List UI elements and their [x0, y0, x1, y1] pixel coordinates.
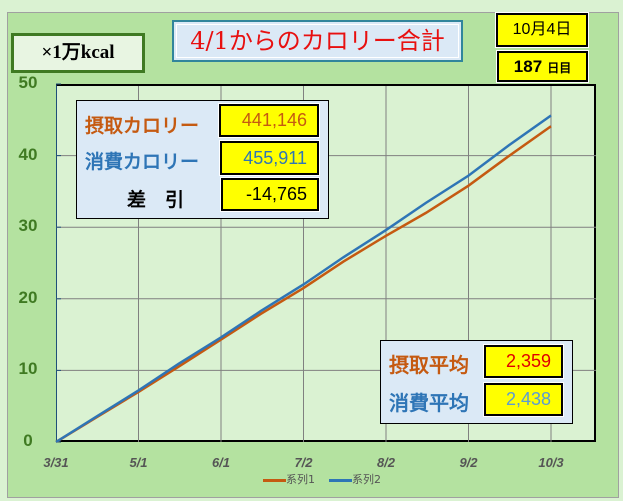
date-badge: 10月4日: [495, 12, 589, 48]
unit-label-box: ×1万kcal: [11, 33, 145, 73]
burn-label: 消費カロリー: [85, 151, 200, 173]
x-tick-label: 8/2: [376, 455, 396, 470]
day-count-badge: 187 日目: [496, 50, 589, 83]
diff-value: -14,765: [220, 177, 320, 212]
x-tick-label: 10/3: [538, 455, 564, 470]
averages-panel: 摂取平均 2,359 消費平均 2,438: [380, 340, 573, 424]
intake-label: 摂取カロリー: [85, 115, 200, 137]
intake-average-value: 2,359: [483, 344, 564, 379]
x-tick-label: 6/1: [211, 455, 231, 470]
legend-item-series1: 系列1: [263, 471, 315, 487]
summary-panel: 摂取カロリー 441,146 消費カロリー 455,911 差 引 -14,76…: [76, 100, 329, 219]
series-line-2: [55, 114, 552, 444]
burn-value: 455,911: [219, 140, 320, 176]
x-tick-label: 5/1: [129, 455, 148, 470]
legend-item-series2: 系列2: [329, 471, 381, 487]
y-tick-label: 40: [18, 144, 38, 164]
y-tick-label: 10: [18, 359, 38, 379]
intake-value: 441,146: [218, 103, 320, 138]
burn-average-label: 消費平均: [389, 391, 469, 415]
diff-label: 差 引: [127, 189, 185, 211]
y-tick-label: 0: [23, 431, 33, 450]
day-count: 187: [513, 57, 543, 76]
burn-average-value: 2,438: [483, 382, 564, 417]
day-suffix: 日目: [547, 61, 572, 75]
x-tick-label: 3/31: [43, 455, 69, 470]
intake-average-label: 摂取平均: [389, 353, 469, 377]
y-tick-label: 20: [18, 287, 38, 307]
x-tick-label: 7/2: [294, 455, 313, 470]
y-tick-label: 50: [18, 73, 38, 92]
chart-title: 4/1からのカロリー合計: [172, 20, 463, 62]
legend: 系列1 系列2: [263, 471, 381, 487]
x-tick-label: 9/2: [459, 455, 478, 470]
y-tick-label: 30: [18, 216, 38, 236]
